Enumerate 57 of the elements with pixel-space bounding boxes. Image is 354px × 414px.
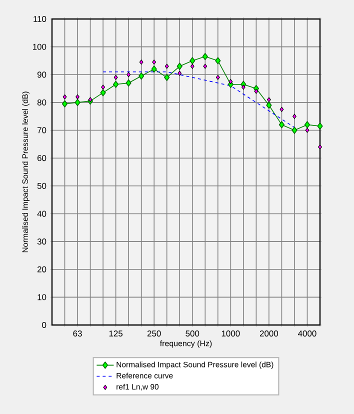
y-tick-label: 20	[37, 266, 46, 272]
y-tick-label: 70	[38, 127, 46, 134]
x-tick-label: 1000	[222, 330, 240, 337]
x-tick-label: 250	[147, 330, 161, 337]
point	[318, 144, 322, 150]
point	[126, 79, 132, 87]
point	[216, 74, 220, 80]
x-tick-label: 125	[109, 330, 123, 337]
point	[304, 121, 310, 128]
point	[228, 79, 233, 84]
point	[113, 80, 119, 88]
point	[62, 100, 68, 108]
point	[101, 84, 105, 90]
point	[100, 89, 106, 96]
point	[317, 122, 323, 130]
y-tick-label: 30	[37, 238, 46, 245]
point	[62, 94, 67, 100]
point	[202, 52, 208, 60]
point	[215, 57, 221, 64]
point	[114, 74, 118, 80]
point	[280, 106, 284, 112]
point	[292, 114, 296, 119]
point	[241, 84, 246, 90]
point	[176, 62, 182, 70]
point	[267, 97, 271, 102]
point	[178, 70, 182, 76]
y-tick-label: 100	[33, 44, 46, 50]
y-tick-label: 110	[34, 16, 46, 22]
point	[278, 121, 285, 128]
point	[190, 64, 194, 69]
y-tick-label: 40	[37, 210, 46, 217]
x-tick-label: 2000	[260, 330, 278, 337]
point	[88, 97, 92, 102]
point	[164, 74, 170, 82]
point	[254, 88, 258, 94]
y-tick-label: 10	[38, 294, 46, 300]
y-tick-label: 80	[37, 99, 46, 106]
x-tick-label: 4000	[298, 330, 316, 337]
point	[292, 126, 298, 134]
point	[190, 57, 196, 64]
point	[266, 102, 272, 109]
point	[76, 94, 80, 100]
y-tick-label: 50	[37, 182, 46, 189]
point	[164, 64, 169, 69]
y-tick-label: 0	[42, 322, 46, 328]
point	[74, 98, 80, 106]
point	[139, 60, 144, 65]
y-tick-label: 60	[38, 155, 46, 162]
point	[305, 128, 310, 133]
point	[203, 64, 208, 69]
x-tick-label: 500	[186, 330, 200, 337]
point	[152, 60, 156, 65]
x-tick-label: 63	[73, 330, 82, 337]
point	[138, 72, 144, 80]
point	[151, 65, 157, 73]
y-tick-label: 90	[37, 72, 46, 78]
point	[126, 72, 131, 78]
